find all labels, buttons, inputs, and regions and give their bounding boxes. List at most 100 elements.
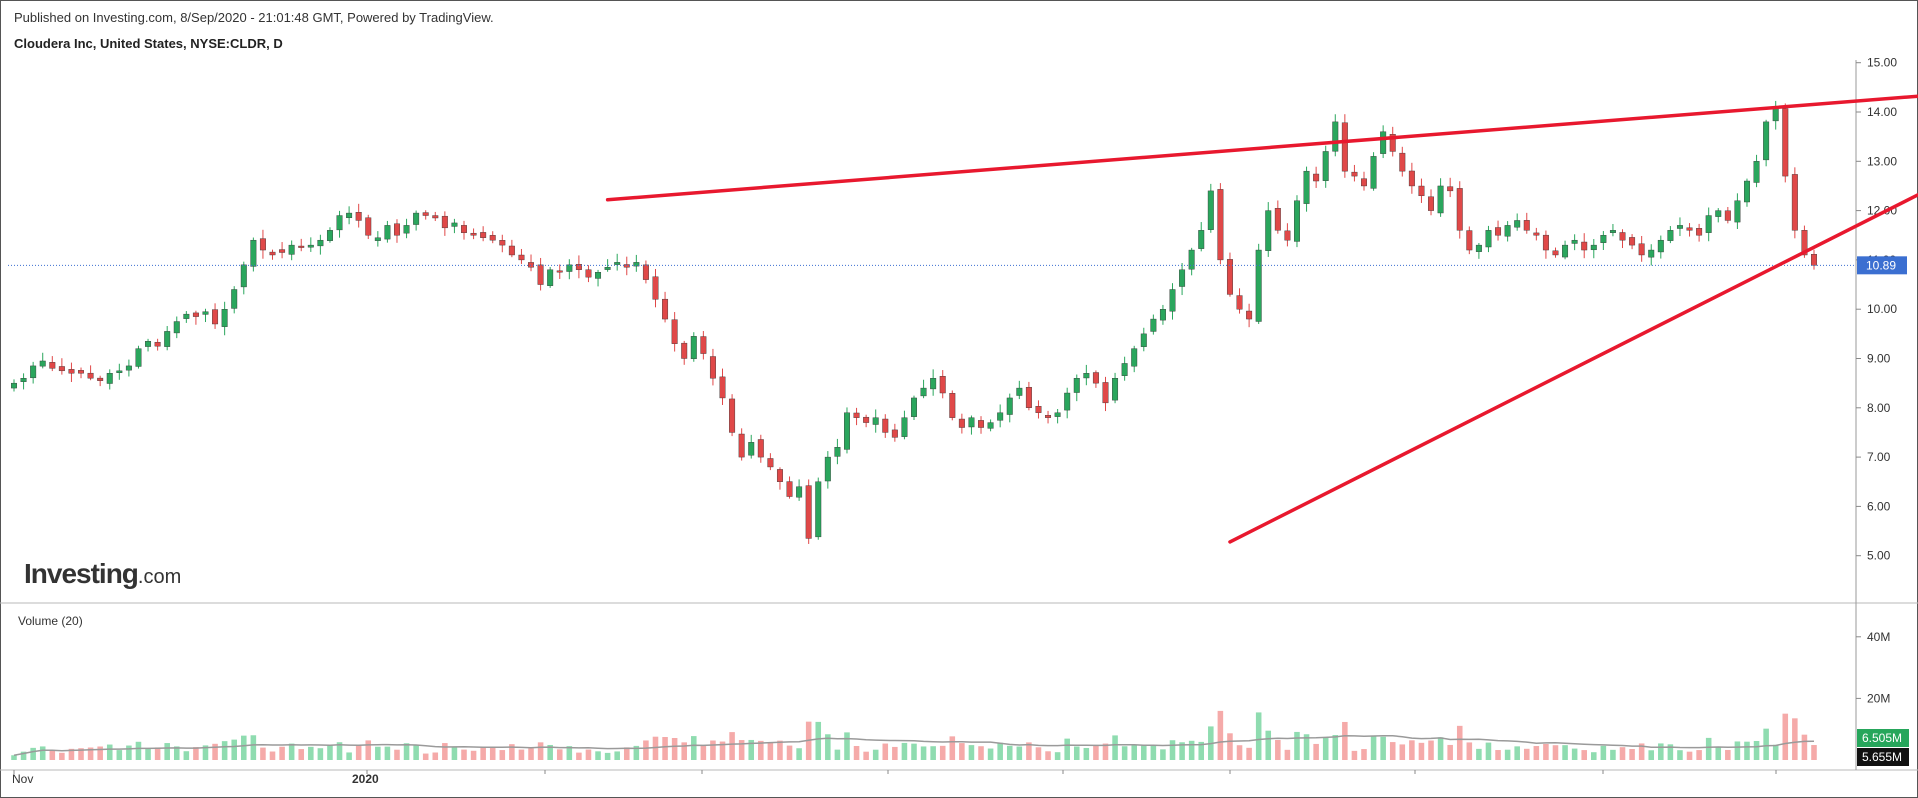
volume-bar — [959, 743, 965, 760]
candle-body — [786, 481, 793, 497]
volume-bar — [1686, 751, 1693, 760]
candle-body — [1504, 225, 1511, 237]
candle-body — [1131, 348, 1138, 367]
candle-body — [240, 264, 247, 288]
volume-bar — [700, 745, 707, 760]
volume-bar — [710, 740, 716, 760]
volume-bar — [1294, 731, 1300, 760]
volume-bar — [212, 743, 218, 760]
volume-bar — [1495, 750, 1501, 760]
volume-bar — [1265, 730, 1272, 760]
volume-bar — [537, 742, 544, 760]
volume-bar — [59, 752, 65, 760]
volume-pane-title: Volume (20) — [18, 614, 83, 628]
volume-bar — [1083, 747, 1090, 760]
volume-bar — [1667, 744, 1674, 760]
volume-bar — [853, 745, 860, 760]
volume-bar — [1715, 746, 1722, 760]
candle-body — [1600, 235, 1607, 243]
candle-body — [690, 336, 697, 360]
candle-body — [662, 298, 669, 320]
candle-body — [1619, 232, 1626, 241]
candle-body — [470, 232, 477, 236]
candle-body — [1715, 210, 1722, 217]
volume-bar — [777, 740, 783, 760]
volume-bar — [116, 750, 123, 760]
volume-bar — [1284, 749, 1291, 760]
candle-body — [1542, 234, 1549, 251]
volume-bar — [1437, 737, 1444, 760]
candle-body — [1284, 230, 1291, 241]
candle-body — [738, 433, 745, 458]
candle-body — [87, 372, 94, 379]
candle-body — [1475, 244, 1482, 252]
volume-bar — [643, 740, 649, 760]
candle-body — [834, 447, 841, 457]
volume-bar — [375, 746, 381, 760]
candle-body — [1648, 249, 1655, 258]
candle-body — [135, 348, 142, 367]
candle-body — [1207, 190, 1214, 230]
candle-body — [307, 244, 314, 248]
volume-bar — [911, 743, 917, 760]
candle-body — [1389, 134, 1396, 152]
volume-bar — [1073, 746, 1080, 760]
volume-bar — [691, 736, 697, 760]
candle-body — [1351, 171, 1358, 177]
volume-bar — [518, 749, 525, 760]
volume-bar — [1380, 736, 1386, 760]
candle-body — [1045, 415, 1052, 418]
candle-body — [441, 215, 448, 229]
volume-bar — [1313, 743, 1319, 760]
candle-body — [58, 366, 65, 372]
volume-bar — [1792, 718, 1798, 760]
volume-bar — [1763, 728, 1769, 760]
volume-bar — [671, 738, 678, 760]
candle-body — [1581, 241, 1588, 251]
volume-bar — [1102, 743, 1109, 760]
volume-bar — [470, 750, 477, 760]
last-price-label: 10.89 — [1866, 258, 1896, 272]
volume-bar — [317, 748, 324, 760]
volume-bar — [1696, 750, 1702, 760]
candle-body — [671, 319, 678, 344]
candle-body — [432, 215, 439, 219]
price-tick-label: 7.00 — [1867, 450, 1891, 464]
volume-bar — [1322, 737, 1329, 760]
candle-body — [997, 412, 1004, 421]
volume-bar — [1255, 712, 1262, 760]
volume-bar — [1782, 713, 1789, 760]
candle-body — [595, 272, 602, 279]
volume-bar — [1772, 744, 1779, 760]
volume-bar — [1648, 750, 1655, 760]
volume-bar — [241, 735, 247, 760]
candle-body — [537, 264, 544, 285]
candle-body — [192, 312, 199, 317]
volume-bar — [901, 742, 908, 760]
candle-body — [1657, 239, 1664, 253]
candle-body — [1609, 230, 1616, 233]
volume-bar — [422, 753, 429, 760]
candle-body — [125, 365, 132, 371]
volume-bar — [786, 745, 793, 760]
volume-bar — [1591, 752, 1597, 760]
volume-bar — [1476, 748, 1482, 760]
volume-bar — [154, 747, 161, 760]
candle-body — [604, 267, 611, 270]
volume-bar — [145, 748, 151, 760]
volume-bar — [748, 739, 755, 760]
volume-bar — [882, 743, 889, 760]
volume-bar — [662, 736, 668, 760]
volume-tick-label: 20M — [1867, 691, 1890, 705]
candle-body — [719, 376, 726, 399]
volume-bar — [1236, 745, 1243, 760]
volume-bar — [1054, 752, 1061, 760]
volume-bar — [346, 752, 352, 760]
volume-bar — [126, 745, 132, 760]
volume-bar — [1466, 742, 1473, 760]
candle-body — [106, 373, 113, 384]
candle-body — [1399, 152, 1406, 172]
candle-body — [1188, 249, 1195, 270]
candle-body — [1073, 378, 1080, 393]
